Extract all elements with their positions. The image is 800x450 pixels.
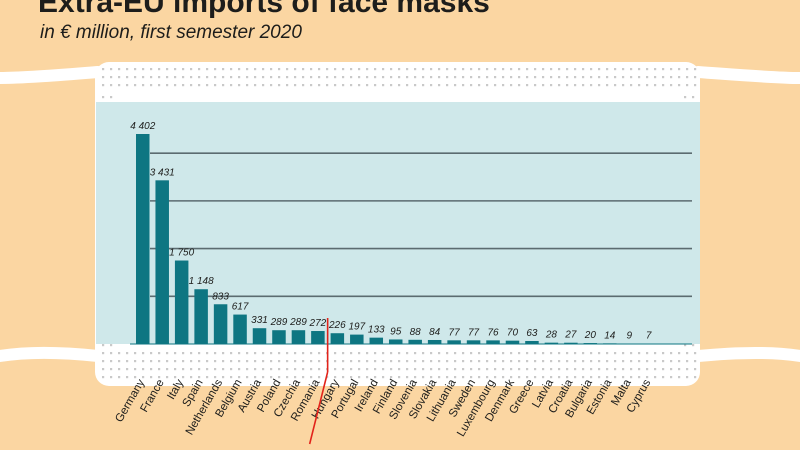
value-label-france: 3 431 [150,167,175,178]
bar-belgium [233,314,247,344]
bar-lithuania [447,340,461,344]
value-label-estonia: 14 [604,330,616,341]
bar-romania [311,331,325,344]
bar-luxembourg [486,340,500,344]
bar-finland [388,339,403,344]
value-label-hungary: 226 [328,320,346,331]
value-label-romania: 272 [309,318,327,329]
bar-spain [194,289,208,344]
bar-croatia [564,342,578,344]
bar-italy [174,260,189,344]
value-label-poland: 289 [270,317,288,328]
value-label-ireland: 133 [368,325,385,336]
value-label-greece: 63 [526,328,538,339]
bar-hungary [330,333,345,344]
bar-latvia [544,342,559,344]
bar-austria [252,328,267,344]
value-label-croatia: 27 [564,330,577,341]
chart-subtitle: in € million, first semester 2020 [40,22,302,43]
bar-sweden [466,340,481,344]
bar-germany [136,134,150,344]
mask-strap-left-top [0,66,104,84]
value-label-italy: 1 750 [169,248,194,259]
mask-strap-left-bottom [0,347,104,362]
value-label-portugal: 197 [348,322,365,333]
mask-strap-right-bottom [692,347,800,362]
bar-netherlands [213,304,228,344]
highlight-separator-lower [308,371,329,445]
value-label-czechia: 289 [289,317,307,328]
value-label-luxembourg: 76 [487,327,499,338]
value-label-denmark: 70 [507,328,519,339]
bar-slovenia [408,339,422,344]
value-label-bulgaria: 20 [584,330,597,341]
value-label-netherlands: 833 [212,291,229,302]
value-label-cyprus: 7 [646,331,652,342]
value-label-sweden: 77 [468,327,480,338]
value-label-spain: 1 148 [189,276,214,287]
bar-portugal [350,334,364,344]
bar-denmark [505,340,520,344]
mask-strap-right-top [692,66,800,84]
value-label-slovakia: 84 [429,327,441,338]
bar-france [155,180,169,344]
chart-title: Extra-EU imports of face masks [38,0,490,19]
bar-slovakia [427,339,442,344]
value-label-latvia: 28 [545,330,558,341]
bar-greece [525,340,539,344]
bar-ireland [369,337,384,344]
bar-poland [272,330,286,344]
value-label-finland: 95 [390,326,402,337]
bar-czechia [291,330,306,344]
value-label-lithuania: 77 [449,327,461,338]
value-label-slovenia: 88 [410,327,422,338]
value-label-austria: 331 [251,315,268,326]
value-label-malta: 9 [626,331,632,342]
value-label-belgium: 617 [232,302,249,313]
value-label-germany: 4 402 [130,121,155,132]
